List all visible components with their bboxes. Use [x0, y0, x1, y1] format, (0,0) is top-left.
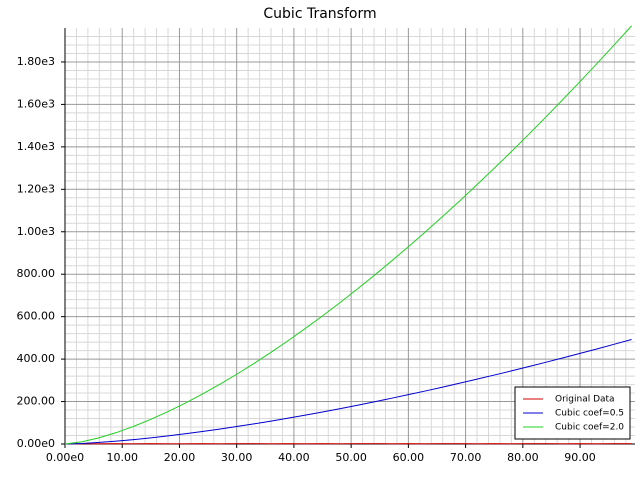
- x-tick-label: 60.00: [393, 451, 425, 464]
- chart-title: Cubic Transform: [263, 6, 376, 22]
- y-tick-label: 1.40e3: [17, 140, 55, 153]
- y-tick-label: 1.20e3: [17, 182, 55, 195]
- legend-label: Original Data: [555, 395, 615, 405]
- x-tick-label: 80.00: [507, 451, 539, 464]
- x-tick-label: 50.00: [335, 451, 367, 464]
- legend-label: Cubic coef=2.0: [555, 423, 624, 433]
- x-tick-label: 70.00: [450, 451, 482, 464]
- y-tick-label: 1.00e3: [17, 225, 55, 238]
- x-tick-label: 20.00: [164, 451, 196, 464]
- x-tick-label: 10.00: [106, 451, 138, 464]
- y-tick-label: 0.00e0: [17, 437, 55, 450]
- y-tick-label: 1.60e3: [17, 97, 55, 110]
- x-tick-label: 40.00: [278, 451, 310, 464]
- legend-label: Cubic coef=0.5: [555, 409, 624, 419]
- y-tick-label: 200.00: [17, 395, 56, 408]
- y-tick-label: 400.00: [17, 352, 56, 365]
- y-tick-label: 600.00: [17, 310, 56, 323]
- y-tick-label: 1.80e3: [17, 55, 55, 68]
- x-tick-label: 0.00e0: [46, 451, 84, 464]
- x-tick-label: 30.00: [221, 451, 253, 464]
- legend: Original Data Cubic coef=0.5 Cubic coef=2.…: [515, 387, 630, 439]
- x-tick-label: 90.00: [564, 451, 596, 464]
- y-tick-label: 800.00: [17, 267, 56, 280]
